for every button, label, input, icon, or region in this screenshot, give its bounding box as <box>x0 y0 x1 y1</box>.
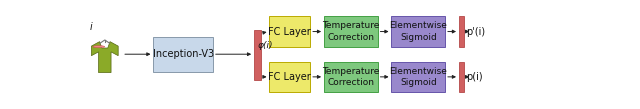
Text: Elementwise
Sigmoid: Elementwise Sigmoid <box>389 67 447 87</box>
Text: Temperature
Correction: Temperature Correction <box>322 67 380 87</box>
Text: FC Layer: FC Layer <box>268 72 311 82</box>
Circle shape <box>93 46 105 48</box>
FancyBboxPatch shape <box>269 16 310 47</box>
Text: Inception-V3: Inception-V3 <box>152 49 214 59</box>
FancyBboxPatch shape <box>459 62 464 92</box>
Text: φ(i): φ(i) <box>257 41 273 50</box>
FancyBboxPatch shape <box>269 62 310 92</box>
FancyBboxPatch shape <box>392 62 445 92</box>
Text: i: i <box>90 22 93 32</box>
Polygon shape <box>92 42 118 73</box>
Text: p'(i): p'(i) <box>466 27 485 37</box>
FancyBboxPatch shape <box>392 16 445 47</box>
FancyBboxPatch shape <box>324 16 378 47</box>
Text: p(i): p(i) <box>466 72 483 82</box>
FancyBboxPatch shape <box>324 62 378 92</box>
FancyBboxPatch shape <box>154 37 213 72</box>
FancyBboxPatch shape <box>459 16 464 47</box>
Text: Elementwise
Sigmoid: Elementwise Sigmoid <box>389 21 447 42</box>
FancyBboxPatch shape <box>254 30 260 80</box>
Text: Temperature
Correction: Temperature Correction <box>322 21 380 42</box>
Text: FC Layer: FC Layer <box>268 27 311 37</box>
